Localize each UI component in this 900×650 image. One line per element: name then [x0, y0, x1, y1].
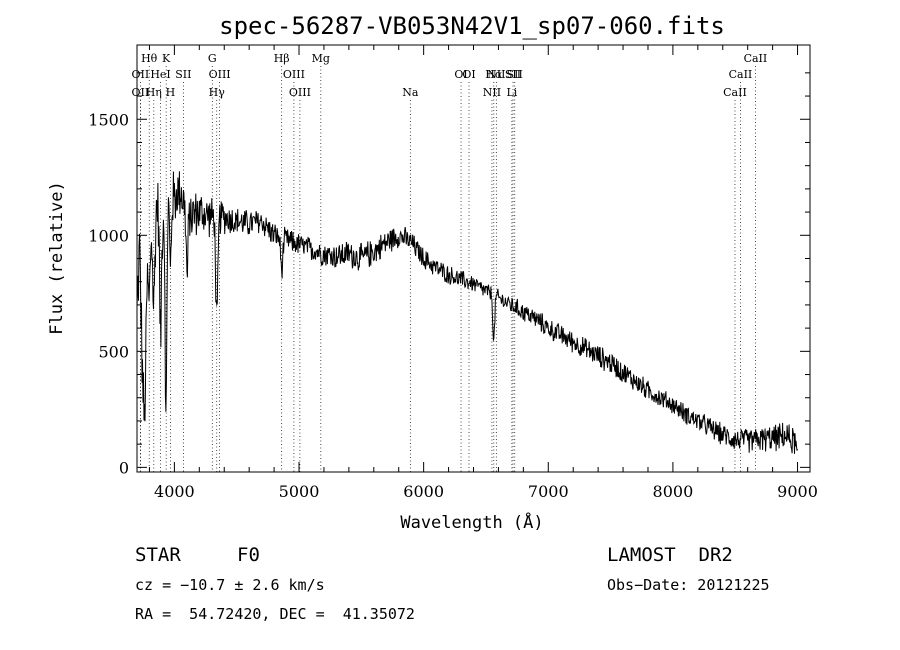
spectral-line-label: OIII: [209, 68, 231, 81]
survey-name: LAMOST DR2: [607, 544, 733, 566]
spectral-line-label: OI: [462, 68, 475, 81]
spectral-line-label: Hγ: [209, 86, 226, 99]
spectral-line-label: Hβ: [274, 52, 290, 65]
x-tick-label: 7000: [528, 482, 569, 501]
spectral-line-label: SII: [507, 68, 523, 81]
spectral-line-label: Na: [402, 86, 419, 99]
spectral-line-label: CaII: [744, 52, 768, 65]
spectral-line-label: OIII: [289, 86, 311, 99]
observation-date: Obs−Date: 20121225: [607, 576, 770, 594]
spectral-line-label: Hη: [146, 86, 162, 99]
spectral-line-label: G: [208, 52, 217, 65]
y-tick-label: 0: [119, 458, 129, 477]
spectral-line-label: HeI: [150, 68, 170, 81]
x-tick-label: 5000: [279, 482, 320, 501]
spectral-line-label: NII: [483, 86, 501, 99]
spectral-line-label: CaII: [723, 86, 747, 99]
x-tick-label: 4000: [154, 482, 195, 501]
redshift-cz: cz = −10.7 ± 2.6 km/s: [135, 576, 325, 594]
spectral-line-label: Hα: [485, 68, 503, 81]
x-tick-label: 9000: [777, 482, 818, 501]
spectral-line-label: Hθ: [141, 52, 158, 65]
spectrum-line: [136, 171, 798, 454]
y-tick-label: 500: [98, 342, 129, 361]
spectral-line-label: OIII: [283, 68, 305, 81]
spectral-line-label: OII: [132, 68, 150, 81]
object-subclass: F0: [237, 544, 260, 566]
spectral-line-label: CaII: [729, 68, 753, 81]
spectral-line-label: OII: [132, 86, 150, 99]
spectral-line-label: NII: [487, 68, 505, 81]
ra-dec: RA = 54.72420, DEC = 41.35072: [135, 605, 415, 623]
spectral-line-label: SII: [175, 68, 191, 81]
axis-ticks: [137, 45, 810, 472]
plot-frame: [136, 44, 811, 473]
chart-title: spec-56287-VB053N42V1_sp07-060.fits: [219, 12, 725, 40]
spectral-line-label: H: [166, 86, 176, 99]
x-tick-label: 8000: [653, 482, 694, 501]
object-class: STAR: [135, 544, 181, 566]
x-tick-label: 6000: [403, 482, 444, 501]
spectral-line-label: SII: [505, 68, 521, 81]
y-tick-label: 1500: [88, 110, 129, 129]
x-axis-label: Wavelength (Å): [400, 511, 543, 533]
spectral-line-label: Mg: [312, 52, 330, 65]
spectral-line-label: Li: [506, 86, 517, 99]
spectral-line-label: OI: [454, 68, 467, 81]
y-tick-label: 1000: [88, 226, 129, 245]
axis-tick-labels: 4000 5000 6000 7000 8000 9000 0 500 1000 1500: [88, 110, 818, 501]
y-axis-label: Flux (relative): [47, 181, 67, 335]
spectral-line-label: K: [162, 52, 171, 65]
